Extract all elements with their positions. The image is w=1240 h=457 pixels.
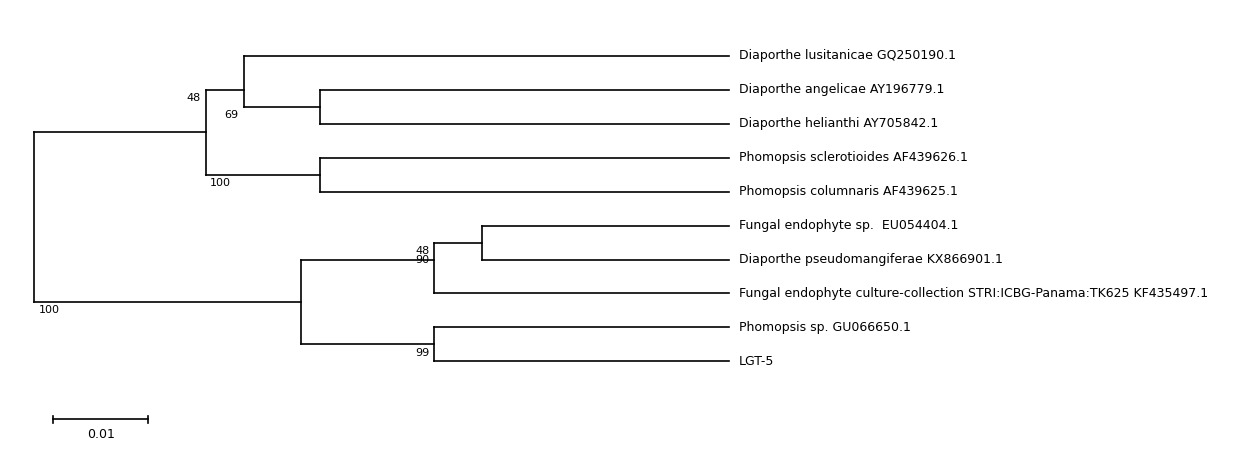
- Text: 0.01: 0.01: [87, 428, 114, 441]
- Text: Fungal endophyte culture-collection STRI:ICBG-Panama:TK625 KF435497.1: Fungal endophyte culture-collection STRI…: [739, 287, 1208, 300]
- Text: Diaporthe pseudomangiferae KX866901.1: Diaporthe pseudomangiferae KX866901.1: [739, 253, 1003, 266]
- Text: 99: 99: [415, 348, 429, 358]
- Text: Phomopsis sp. GU066650.1: Phomopsis sp. GU066650.1: [739, 321, 911, 334]
- Text: Phomopsis sclerotioides AF439626.1: Phomopsis sclerotioides AF439626.1: [739, 151, 968, 164]
- Text: 100: 100: [38, 305, 60, 315]
- Text: 48: 48: [415, 246, 429, 256]
- Text: Diaporthe helianthi AY705842.1: Diaporthe helianthi AY705842.1: [739, 117, 939, 130]
- Text: Diaporthe angelicae AY196779.1: Diaporthe angelicae AY196779.1: [739, 83, 945, 96]
- Text: 100: 100: [211, 178, 232, 188]
- Text: LGT-5: LGT-5: [739, 355, 774, 368]
- Text: 48: 48: [186, 93, 201, 103]
- Text: 90: 90: [415, 255, 429, 265]
- Text: 69: 69: [224, 110, 239, 120]
- Text: Diaporthe lusitanicae GQ250190.1: Diaporthe lusitanicae GQ250190.1: [739, 49, 956, 62]
- Text: Phomopsis columnaris AF439625.1: Phomopsis columnaris AF439625.1: [739, 185, 957, 198]
- Text: Fungal endophyte sp.  EU054404.1: Fungal endophyte sp. EU054404.1: [739, 219, 959, 232]
